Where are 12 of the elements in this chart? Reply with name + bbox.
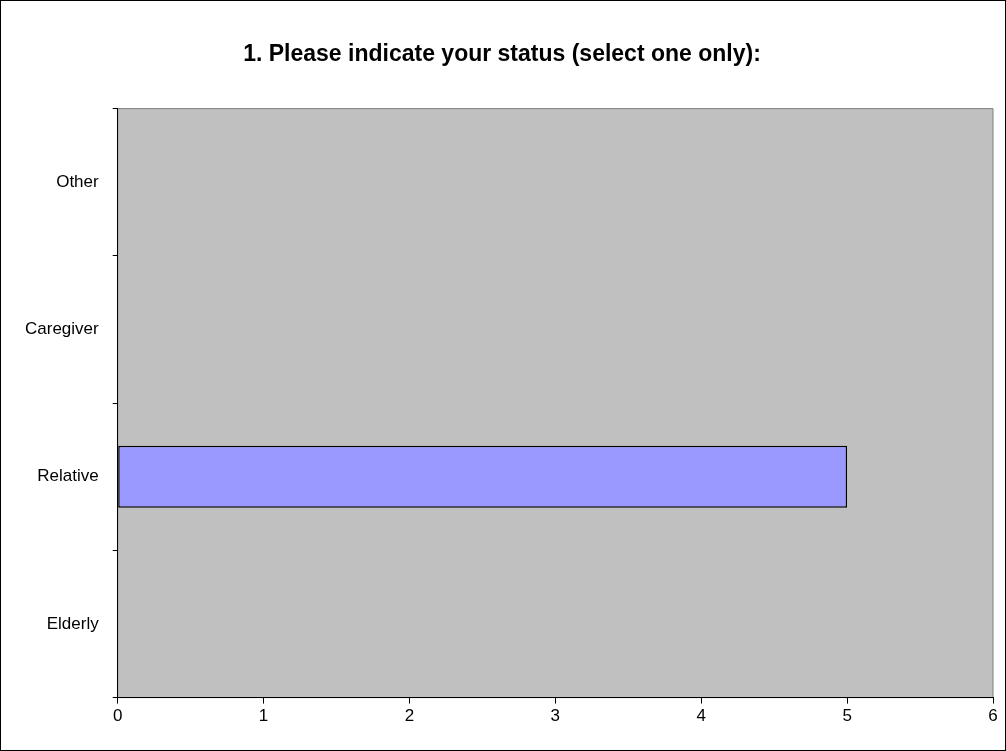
y-tick-label: Caregiver (24, 319, 100, 339)
y-tick-label: Elderly (46, 613, 100, 633)
x-tick-label: 6 (988, 706, 998, 726)
x-tick-label: 3 (550, 706, 561, 726)
x-tick-label: 5 (842, 706, 852, 726)
x-tick-label: 0 (112, 706, 123, 726)
chart-title: 1. Please indicate your status (select one only): (243, 40, 761, 67)
x-tick-label: 4 (696, 706, 706, 726)
x-tick-label: 2 (404, 706, 415, 726)
y-tick-label: Other (56, 171, 100, 191)
y-tick-label: Relative (37, 466, 99, 486)
x-tick-label: 1 (258, 706, 269, 726)
